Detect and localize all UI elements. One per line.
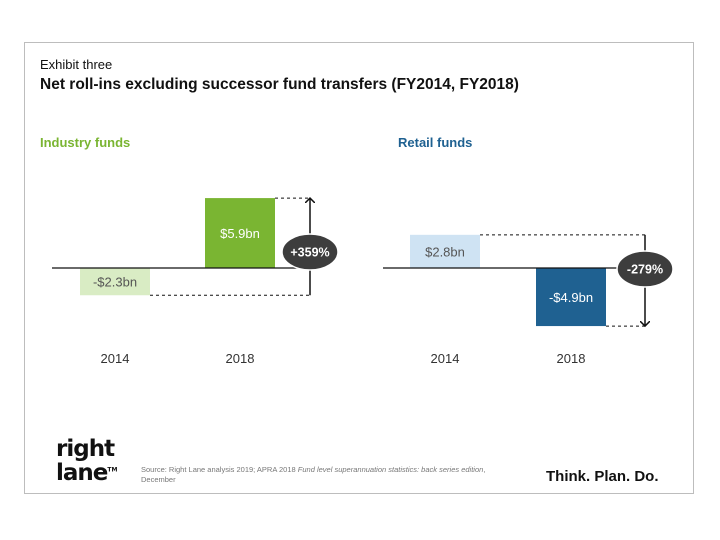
bar-value-label: $2.8bn: [425, 244, 465, 259]
tagline: Think. Plan. Do.: [546, 468, 659, 485]
bar-value-label: $5.9bn: [220, 226, 260, 241]
change-badge: [281, 233, 339, 271]
change-badge-label: +359%: [290, 246, 329, 260]
exhibit-label: Exhibit three: [40, 57, 113, 72]
change-badge-label: -279%: [627, 263, 663, 277]
x-tick-label: 2018: [557, 351, 586, 366]
bar-value-label: -$4.9bn: [549, 290, 593, 305]
bar-value-label: -$2.3bn: [93, 275, 137, 290]
bar: [205, 198, 275, 268]
panel-title: Retail funds: [398, 135, 472, 150]
change-badge: [616, 250, 674, 288]
logo-line-2: laneTM: [56, 460, 118, 486]
source-note: Source: Right Lane analysis 2019; APRA 2…: [141, 465, 486, 484]
x-tick-label: 2018: [226, 351, 255, 366]
right-lane-logo: right laneTM: [56, 438, 126, 488]
x-tick-label: 2014: [101, 351, 130, 366]
bar: [410, 234, 480, 268]
bar: [80, 268, 150, 296]
chart-title: Net roll-ins excluding successor fund tr…: [40, 76, 519, 93]
x-tick-label: 2014: [431, 351, 460, 366]
panel-title: Industry funds: [40, 135, 130, 150]
bar: [536, 268, 606, 327]
logo-line-1: right: [56, 436, 115, 462]
slide-frame: [24, 42, 694, 494]
